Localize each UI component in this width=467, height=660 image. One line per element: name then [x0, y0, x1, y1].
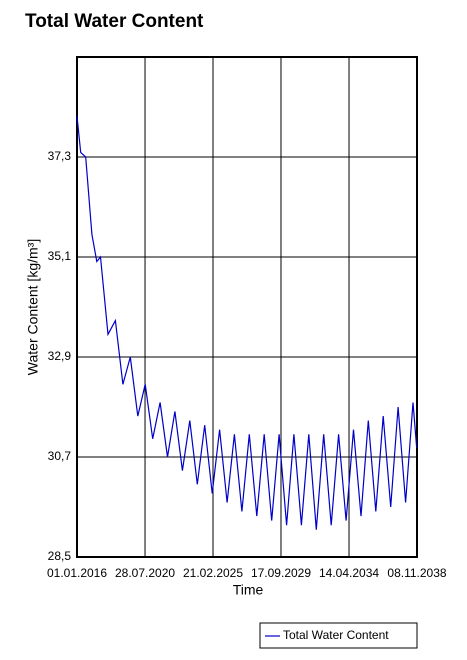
x-tick-label: 28.07.2020 — [115, 566, 175, 580]
y-tick-label: 30,7 — [48, 449, 72, 463]
data-line — [76, 116, 418, 530]
legend-box — [259, 622, 418, 649]
y-tick-label: 28,5 — [48, 549, 72, 563]
y-axis-label: Water Content [kg/m³] — [25, 239, 41, 375]
legend-label: Total Water Content — [283, 628, 389, 642]
x-tick-label: 08.11.2038 — [387, 566, 446, 580]
y-tick-label: 32,9 — [48, 349, 72, 363]
x-axis-label: Time — [233, 582, 264, 598]
chart-title: Total Water Content — [25, 11, 204, 32]
y-tick-label: 37,3 — [48, 149, 72, 163]
x-tick-label: 14.04.2034 — [319, 566, 379, 580]
x-tick-label: 01.01.2016 — [47, 566, 107, 580]
x-tick-label: 17.09.2029 — [251, 566, 311, 580]
y-tick-label: 35,1 — [48, 249, 72, 263]
x-tick-label: 21.02.2025 — [183, 566, 243, 580]
plot-frame — [76, 56, 418, 558]
